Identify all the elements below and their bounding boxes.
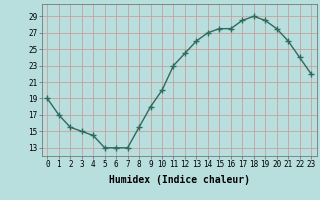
X-axis label: Humidex (Indice chaleur): Humidex (Indice chaleur) (109, 175, 250, 185)
